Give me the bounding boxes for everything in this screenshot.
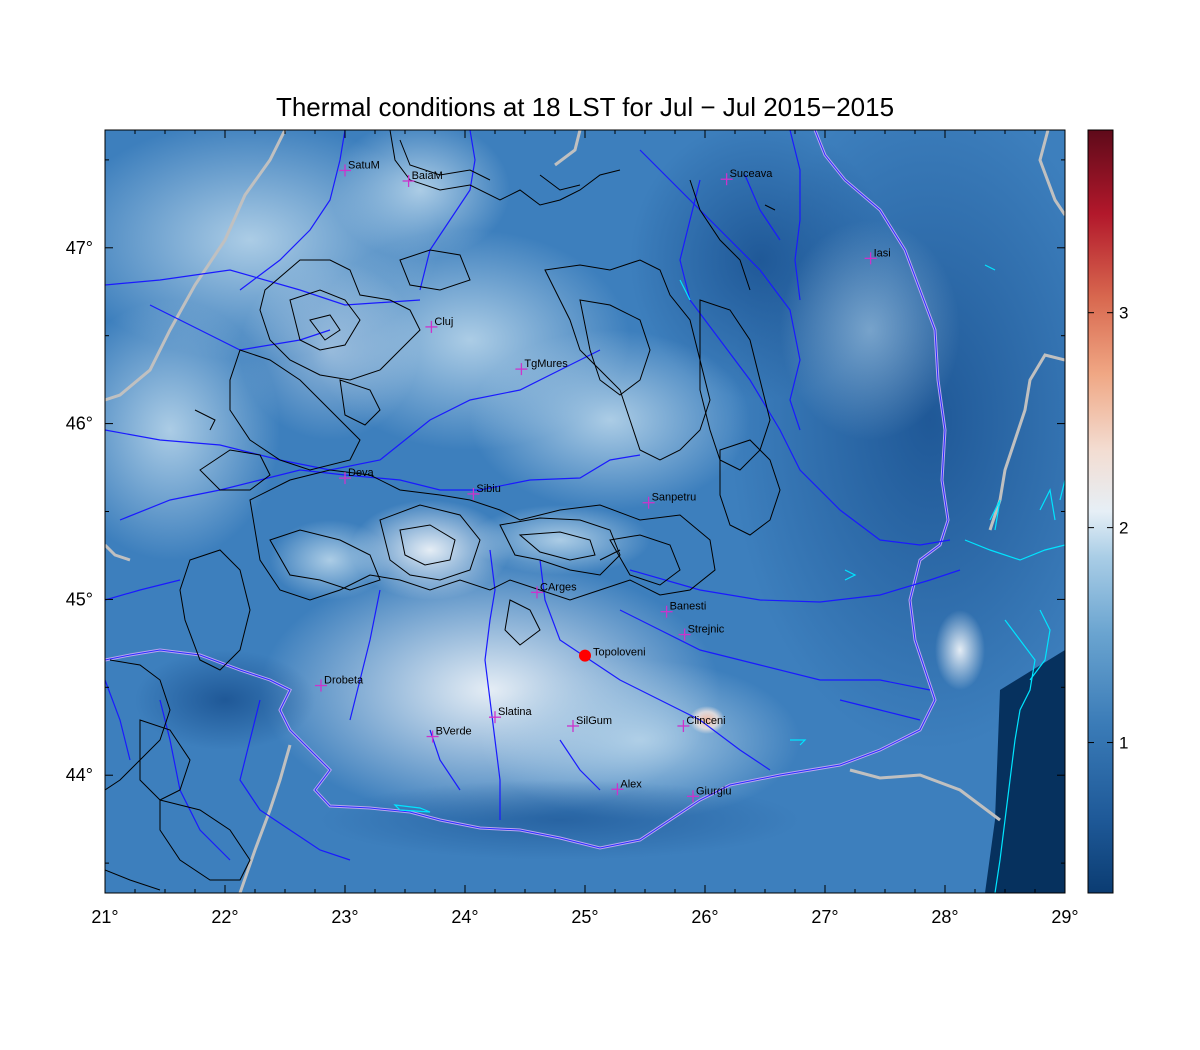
y-tick-label: 46° bbox=[66, 414, 93, 434]
y-axis-labels: 44° 45° 46° 47° bbox=[66, 238, 93, 785]
station-label: Giurgiu bbox=[696, 785, 731, 797]
station-tgmures[interactable]: TgMures bbox=[515, 358, 568, 376]
station-clinceni[interactable]: Clinceni bbox=[677, 715, 726, 732]
x-tick-label: 21° bbox=[91, 907, 118, 927]
station-cluj[interactable]: Cluj bbox=[425, 316, 453, 333]
map-title: Thermal conditions at 18 LST for Jul − J… bbox=[275, 92, 895, 122]
y-tick-label: 44° bbox=[66, 765, 93, 785]
station-markers: SatuM BaiaM Suceava Iasi Cluj TgMures Deva Sibi… bbox=[315, 159, 891, 803]
station-banesti[interactable]: Banesti bbox=[660, 601, 707, 618]
station-satum[interactable]: SatuM bbox=[339, 159, 380, 177]
station-label: Drobeta bbox=[324, 675, 364, 687]
rivers bbox=[105, 130, 961, 861]
station-strejnic[interactable]: Strejnic bbox=[678, 624, 725, 641]
x-tick-label: 29° bbox=[1051, 907, 1078, 927]
station-slatina[interactable]: Slatina bbox=[489, 706, 533, 724]
station-suceava[interactable]: Suceava bbox=[720, 168, 774, 186]
station-baiam[interactable]: BaiaM bbox=[402, 170, 443, 187]
station-silgum[interactable]: SilGum bbox=[567, 715, 612, 732]
station-label: Alex bbox=[620, 778, 642, 790]
y-tick-label: 45° bbox=[66, 589, 93, 609]
station-label: BaiaM bbox=[412, 170, 443, 182]
colorbar-gradient bbox=[1087, 129, 1114, 894]
station-bverde[interactable]: BVerde bbox=[426, 726, 472, 743]
thermal-raster bbox=[105, 130, 1065, 893]
x-tick-label: 28° bbox=[931, 907, 958, 927]
station-giurgiu[interactable]: Giurgiu bbox=[687, 785, 731, 803]
colorbar: 1 2 3 bbox=[1087, 129, 1128, 894]
station-label: Sanpetru bbox=[652, 492, 697, 504]
highlight-station[interactable]: Topoloveni bbox=[579, 647, 646, 662]
station-sanpetru[interactable]: Sanpetru bbox=[642, 492, 697, 509]
colorbar-tick-label: 1 bbox=[1119, 734, 1128, 753]
x-tick-label: 26° bbox=[691, 907, 718, 927]
station-label: Slatina bbox=[498, 706, 533, 718]
x-axis-labels: 21° 22° 23° 24° 25° 26° 27° 28° 29° bbox=[91, 907, 1078, 927]
x-tick-label: 24° bbox=[451, 907, 478, 927]
station-label: TgMures bbox=[524, 358, 568, 370]
station-label: Deva bbox=[348, 467, 375, 479]
altitude-contours bbox=[105, 130, 781, 891]
station-iasi[interactable]: Iasi bbox=[864, 247, 891, 265]
station-drobeta[interactable]: Drobeta bbox=[315, 675, 364, 692]
x-tick-label: 27° bbox=[811, 907, 838, 927]
station-deva[interactable]: Deva bbox=[339, 467, 375, 485]
station-label: Banesti bbox=[670, 601, 707, 613]
station-label: Strejnic bbox=[688, 624, 725, 636]
country-borders bbox=[105, 130, 1065, 893]
axis-ticks bbox=[104, 130, 1066, 893]
x-tick-label: 25° bbox=[571, 907, 598, 927]
colorbar-tick-label: 2 bbox=[1119, 519, 1128, 538]
station-label: SatuM bbox=[348, 159, 380, 171]
y-tick-label: 47° bbox=[66, 238, 93, 258]
highlight-station-label: Topoloveni bbox=[593, 647, 646, 659]
x-tick-label: 22° bbox=[211, 907, 238, 927]
highlight-station-dot[interactable] bbox=[579, 649, 591, 662]
romania-border-inner bbox=[105, 130, 949, 849]
station-label: Iasi bbox=[874, 247, 891, 259]
station-alex[interactable]: Alex bbox=[611, 778, 642, 796]
station-label: Cluj bbox=[434, 316, 453, 328]
station-sibiu[interactable]: Sibiu bbox=[467, 483, 501, 500]
station-label: BVerde bbox=[436, 726, 472, 738]
coastline bbox=[393, 264, 1065, 893]
colorbar-tick-label: 3 bbox=[1119, 304, 1128, 323]
station-label: Suceava bbox=[730, 168, 774, 180]
station-label: Sibiu bbox=[476, 483, 500, 495]
x-tick-label: 23° bbox=[331, 907, 358, 927]
station-label: Clinceni bbox=[686, 715, 725, 727]
colorbar-ticks: 1 2 3 bbox=[1088, 304, 1128, 753]
station-carges[interactable]: CArges bbox=[531, 581, 577, 599]
station-label: SilGum bbox=[576, 715, 612, 727]
station-label: CArges bbox=[540, 581, 577, 593]
